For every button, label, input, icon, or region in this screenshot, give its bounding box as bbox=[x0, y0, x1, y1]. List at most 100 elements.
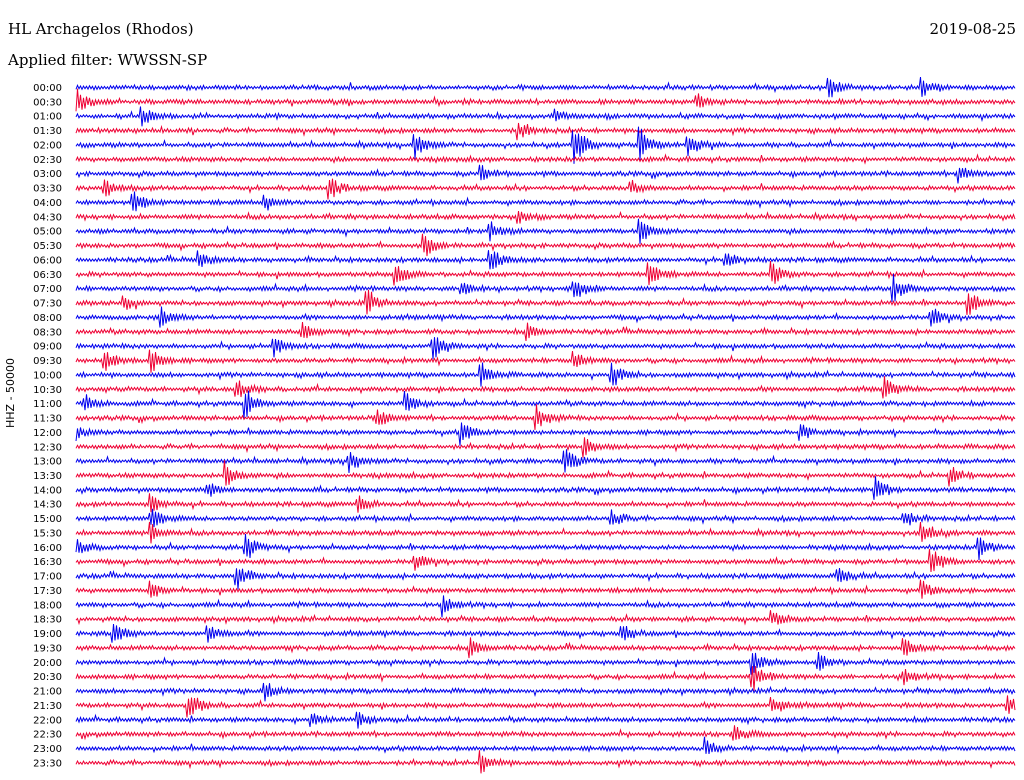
tick-label: 07:30 bbox=[33, 299, 62, 310]
tick-label: 09:00 bbox=[33, 342, 62, 353]
tick-label: 08:00 bbox=[33, 313, 62, 324]
tick-label: 19:30 bbox=[33, 643, 62, 654]
trace-line bbox=[75, 337, 1016, 360]
tick-label: 16:30 bbox=[33, 557, 62, 568]
trace-line bbox=[75, 322, 1016, 341]
trace-line bbox=[75, 508, 1016, 528]
trace-line bbox=[75, 306, 1016, 328]
trace-line bbox=[75, 273, 1016, 302]
trace-line bbox=[75, 610, 1016, 626]
trace-line bbox=[75, 122, 1016, 141]
trace-line bbox=[75, 106, 1016, 127]
trace-line bbox=[75, 77, 1016, 98]
tick-label: 03:30 bbox=[33, 184, 62, 195]
trace-line bbox=[75, 437, 1016, 458]
trace-line bbox=[75, 652, 1016, 675]
tick-label: 01:00 bbox=[33, 112, 62, 123]
time-tick-labels: 00:00 00:30 01:00 01:30 02:00 02:30 03:00 03:30… bbox=[33, 83, 62, 769]
tick-label: 11:30 bbox=[33, 414, 62, 425]
tick-label: 10:00 bbox=[33, 370, 62, 381]
tick-label: 18:30 bbox=[33, 615, 62, 626]
tick-label: 15:30 bbox=[33, 528, 62, 539]
trace-line bbox=[75, 695, 1016, 718]
tick-label: 11:00 bbox=[33, 399, 62, 410]
tick-label: 00:00 bbox=[33, 83, 62, 94]
trace-line bbox=[75, 362, 1016, 387]
trace-line bbox=[75, 493, 1016, 513]
trace-line bbox=[75, 533, 1016, 561]
tick-label: 16:00 bbox=[33, 543, 62, 554]
tick-label: 19:00 bbox=[33, 629, 62, 640]
tick-label: 04:30 bbox=[33, 212, 62, 223]
trace-line bbox=[75, 595, 1016, 618]
trace-line bbox=[75, 449, 1016, 474]
trace-line bbox=[75, 422, 1016, 446]
filter-label: Applied filter: WWSSN-SP bbox=[8, 51, 208, 69]
trace-line bbox=[75, 191, 1016, 212]
seismogram-traces bbox=[75, 77, 1016, 774]
tick-label: 09:30 bbox=[33, 356, 62, 367]
tick-label: 23:00 bbox=[33, 744, 62, 755]
trace-line bbox=[75, 126, 1016, 164]
trace-line bbox=[75, 624, 1016, 643]
trace-line bbox=[75, 476, 1016, 500]
trace-line bbox=[75, 250, 1016, 270]
tick-label: 21:00 bbox=[33, 687, 62, 698]
tick-label: 02:30 bbox=[33, 155, 62, 166]
trace-line bbox=[75, 153, 1016, 165]
tick-label: 22:30 bbox=[33, 730, 62, 741]
trace-line bbox=[75, 218, 1016, 244]
tick-label: 15:00 bbox=[33, 514, 62, 525]
tick-label: 00:30 bbox=[33, 97, 62, 108]
tick-label: 04:00 bbox=[33, 198, 62, 209]
tick-label: 06:30 bbox=[33, 270, 62, 281]
date-label: 2019-08-25 bbox=[929, 20, 1016, 38]
tick-label: 22:00 bbox=[33, 715, 62, 726]
trace-line bbox=[75, 637, 1016, 659]
trace-line bbox=[75, 682, 1016, 702]
tick-label: 17:00 bbox=[33, 572, 62, 583]
trace-line bbox=[75, 233, 1016, 257]
tick-label: 20:00 bbox=[33, 658, 62, 669]
tick-label: 06:00 bbox=[33, 255, 62, 266]
tick-label: 10:30 bbox=[33, 385, 62, 396]
trace-line bbox=[75, 404, 1016, 430]
trace-line bbox=[75, 349, 1016, 373]
trace-line bbox=[75, 460, 1016, 487]
trace-line bbox=[75, 88, 1016, 112]
trace-line bbox=[75, 390, 1016, 419]
tick-label: 02:00 bbox=[33, 140, 62, 151]
tick-label: 13:30 bbox=[33, 471, 62, 482]
tick-label: 14:30 bbox=[33, 500, 62, 511]
trace-line bbox=[75, 750, 1016, 774]
tick-label: 12:00 bbox=[33, 428, 62, 439]
tick-label: 05:30 bbox=[33, 241, 62, 252]
trace-line bbox=[75, 164, 1016, 184]
station-title: HL Archagelos (Rhodos) bbox=[8, 20, 194, 38]
tick-label: 14:00 bbox=[33, 485, 62, 496]
tick-label: 20:30 bbox=[33, 672, 62, 683]
trace-line bbox=[75, 210, 1016, 224]
tick-label: 17:30 bbox=[33, 586, 62, 597]
trace-line bbox=[75, 666, 1016, 691]
trace-line bbox=[75, 567, 1016, 590]
trace-line bbox=[75, 521, 1016, 544]
trace-line bbox=[75, 376, 1016, 399]
tick-label: 07:00 bbox=[33, 284, 62, 295]
tick-label: 21:30 bbox=[33, 701, 62, 712]
tick-label: 13:00 bbox=[33, 457, 62, 468]
tick-label: 03:00 bbox=[33, 169, 62, 180]
tick-label: 12:30 bbox=[33, 442, 62, 453]
tick-label: 01:30 bbox=[33, 126, 62, 137]
trace-line bbox=[75, 736, 1016, 755]
tick-label: 08:30 bbox=[33, 327, 62, 338]
tick-label: 23:30 bbox=[33, 758, 62, 769]
tick-label: 18:00 bbox=[33, 600, 62, 611]
trace-line bbox=[75, 549, 1016, 573]
trace-line bbox=[75, 579, 1016, 599]
trace-line bbox=[75, 289, 1016, 315]
tick-label: 05:00 bbox=[33, 227, 62, 238]
trace-line bbox=[75, 711, 1016, 729]
trace-line bbox=[75, 260, 1016, 286]
